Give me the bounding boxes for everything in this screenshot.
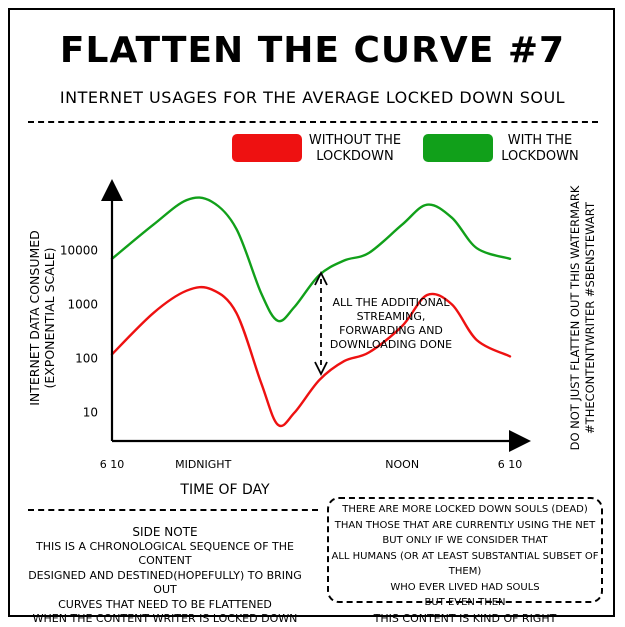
- series-line-with-lockdown: [110, 196, 512, 323]
- x-tick-label: MIDNIGHT: [175, 458, 231, 471]
- top-divider: [28, 121, 598, 123]
- disclaimer-line: WHO EVER LIVED HAD SOULS: [390, 581, 540, 593]
- y-tick-label: 100: [75, 352, 98, 366]
- side-note-line: THIS IS A CHRONOLOGICAL SEQUENCE OF THE …: [36, 539, 294, 568]
- bottom-divider: [28, 509, 318, 511]
- annotation-arrow-head-top: [314, 270, 328, 286]
- disclaimer-line: THERE ARE MORE LOCKED DOWN SOULS (DEAD): [342, 504, 588, 515]
- side-note-line: WHEN THE CONTENT WRITER IS LOCKED DOWN: [32, 612, 298, 625]
- page-title: FLATTEN THE CURVE #7: [59, 30, 566, 71]
- disclaimer-text: THERE ARE MORE LOCKED DOWN SOULS (DEAD) …: [327, 502, 603, 626]
- disclaimer-line: ALL HUMANS (OR AT LEAST SUBSTANTIAL SUBS…: [331, 550, 599, 578]
- side-note-line: DESIGNED AND DESTINED(HOPEFULLY) TO BRIN…: [28, 568, 302, 597]
- x-tick-label: 6 10: [100, 458, 125, 471]
- legend-label-with-lockdown: WITH THE LOCKDOWN: [501, 133, 579, 164]
- annotation-line-4: DOWNLOADING DONE: [330, 338, 452, 351]
- annotation-arrow-head-bottom: [314, 361, 328, 377]
- disclaimer-box: [327, 497, 603, 603]
- legend-swatch-with-lockdown: [423, 134, 493, 162]
- y-tick-label: 10: [83, 406, 98, 420]
- y-tick-label: 10000: [60, 243, 98, 257]
- comic-frame: [8, 8, 615, 617]
- series-line-without-lockdown: [110, 285, 512, 428]
- annotation-line-3: FORWARDING AND: [339, 324, 443, 337]
- legend-swatch-without-lockdown: [232, 134, 302, 162]
- x-tick-label: NOON: [385, 458, 419, 471]
- annotation-line-1: ALL THE ADDITIONAL: [333, 296, 451, 309]
- annotation-text: ALL THE ADDITIONAL STREAMING, FORWARDING…: [330, 296, 452, 351]
- disclaimer-line: THIS CONTENT IS KIND OF RIGHT: [373, 611, 557, 625]
- page-subtitle: INTERNET USAGES FOR THE AVERAGE LOCKED D…: [59, 88, 566, 107]
- disclaimer-line: BUT ONLY IF WE CONSIDER THAT: [382, 535, 548, 546]
- side-note-heading: SIDE NOTE: [132, 525, 198, 539]
- disclaimer-line: BUT EVEN THEN: [424, 597, 506, 608]
- y-tick-label: 1000: [67, 298, 98, 312]
- side-note-line: CURVES THAT NEED TO BE FLATTENED: [58, 597, 272, 611]
- x-tick-label: 6 10: [498, 458, 523, 471]
- side-note: SIDE NOTE THIS IS A CHRONOLOGICAL SEQUEN…: [20, 525, 310, 627]
- disclaimer-line: THAN THOSE THAT ARE CURRENTLY USING THE …: [334, 519, 596, 531]
- legend-label-without-lockdown: WITHOUT THE LOCKDOWN: [308, 133, 402, 164]
- x-axis-label: TIME OF DAY: [179, 482, 270, 498]
- annotation-line-2: STREAMING,: [357, 310, 426, 323]
